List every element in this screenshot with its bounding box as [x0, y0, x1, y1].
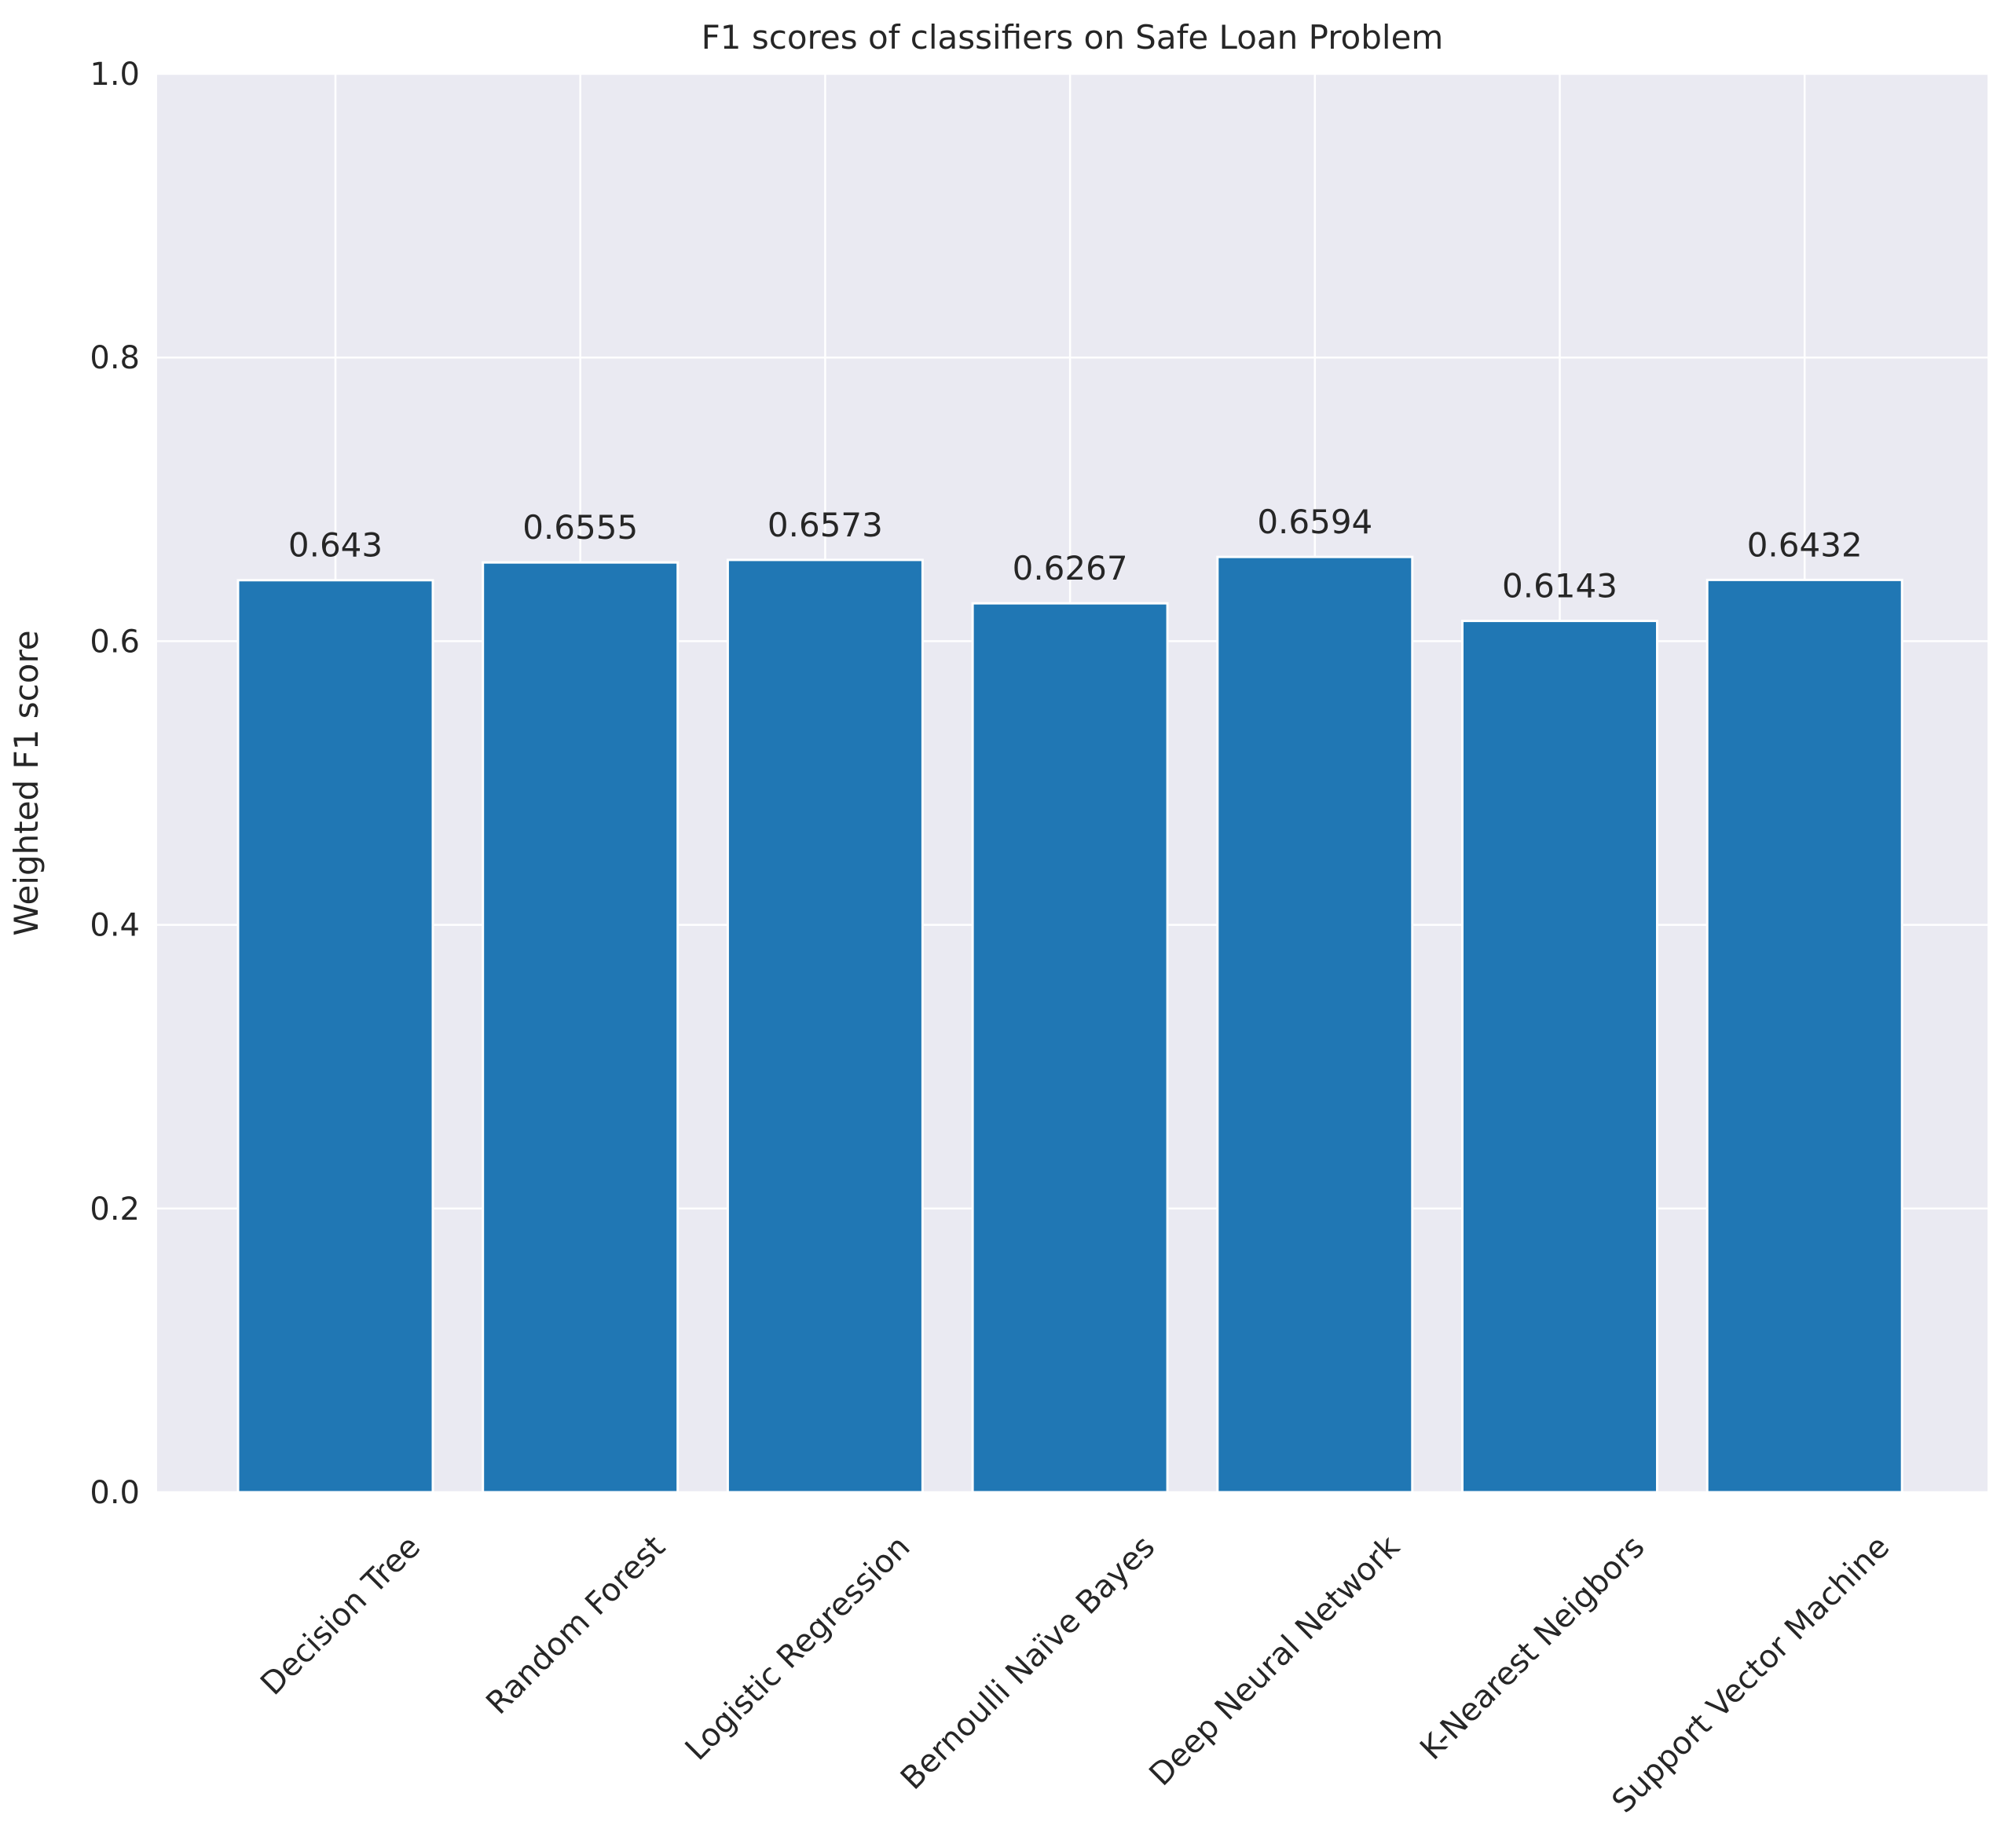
- bar: [971, 602, 1169, 1494]
- data-labels: 0.643 0.6555 0.6573 0.6267 0.6594 0.6143 0.643…: [288, 503, 1863, 605]
- x-tick-label: K-Nearest Neigbors: [1413, 1529, 1651, 1767]
- x-tick-label: Decision Tree: [254, 1529, 427, 1703]
- bar-value-label: 0.6143: [1502, 567, 1617, 606]
- bar-value-label: 0.6267: [1013, 549, 1128, 587]
- y-axis-label: Weighted F1 score: [7, 630, 46, 935]
- bar: [482, 561, 680, 1494]
- y-tick-label: 0.4: [90, 908, 140, 944]
- bar: [1705, 578, 1903, 1494]
- x-tick-label: Bernoulli Naïve Bayes: [894, 1529, 1162, 1797]
- bar-value-label: 0.6555: [522, 508, 638, 547]
- bar-value-label: 0.6432: [1747, 525, 1863, 564]
- bar: [1216, 555, 1414, 1494]
- x-tick-label: Support Vector Machine: [1605, 1529, 1896, 1821]
- y-tick-label: 0.0: [90, 1475, 140, 1511]
- x-tick-label: Random Forest: [479, 1529, 672, 1722]
- bar-value-label: 0.643: [288, 526, 383, 565]
- y-tick-label: 0.6: [90, 624, 140, 660]
- bars: [236, 555, 1903, 1494]
- y-tick-label: 0.8: [90, 340, 140, 376]
- y-tick-label: 0.2: [90, 1191, 140, 1228]
- bar: [726, 558, 924, 1494]
- x-tick-label: Deep Neural Network: [1142, 1528, 1407, 1793]
- bar-value-label: 0.6573: [768, 506, 883, 544]
- chart-title: F1 scores of classifiers on Safe Loan Pr…: [702, 18, 1444, 57]
- bar: [1461, 620, 1658, 1494]
- bar: [236, 579, 434, 1494]
- x-tick-label: Logistic Regression: [679, 1529, 918, 1768]
- y-axis-ticks: 0.0 0.2 0.4 0.6 0.8 1.0: [90, 57, 140, 1511]
- y-tick-label: 1.0: [90, 57, 140, 93]
- x-axis-ticks: Decision Tree Random Forest Logistic Regre…: [254, 1528, 1896, 1820]
- bar-value-label: 0.6594: [1257, 503, 1372, 541]
